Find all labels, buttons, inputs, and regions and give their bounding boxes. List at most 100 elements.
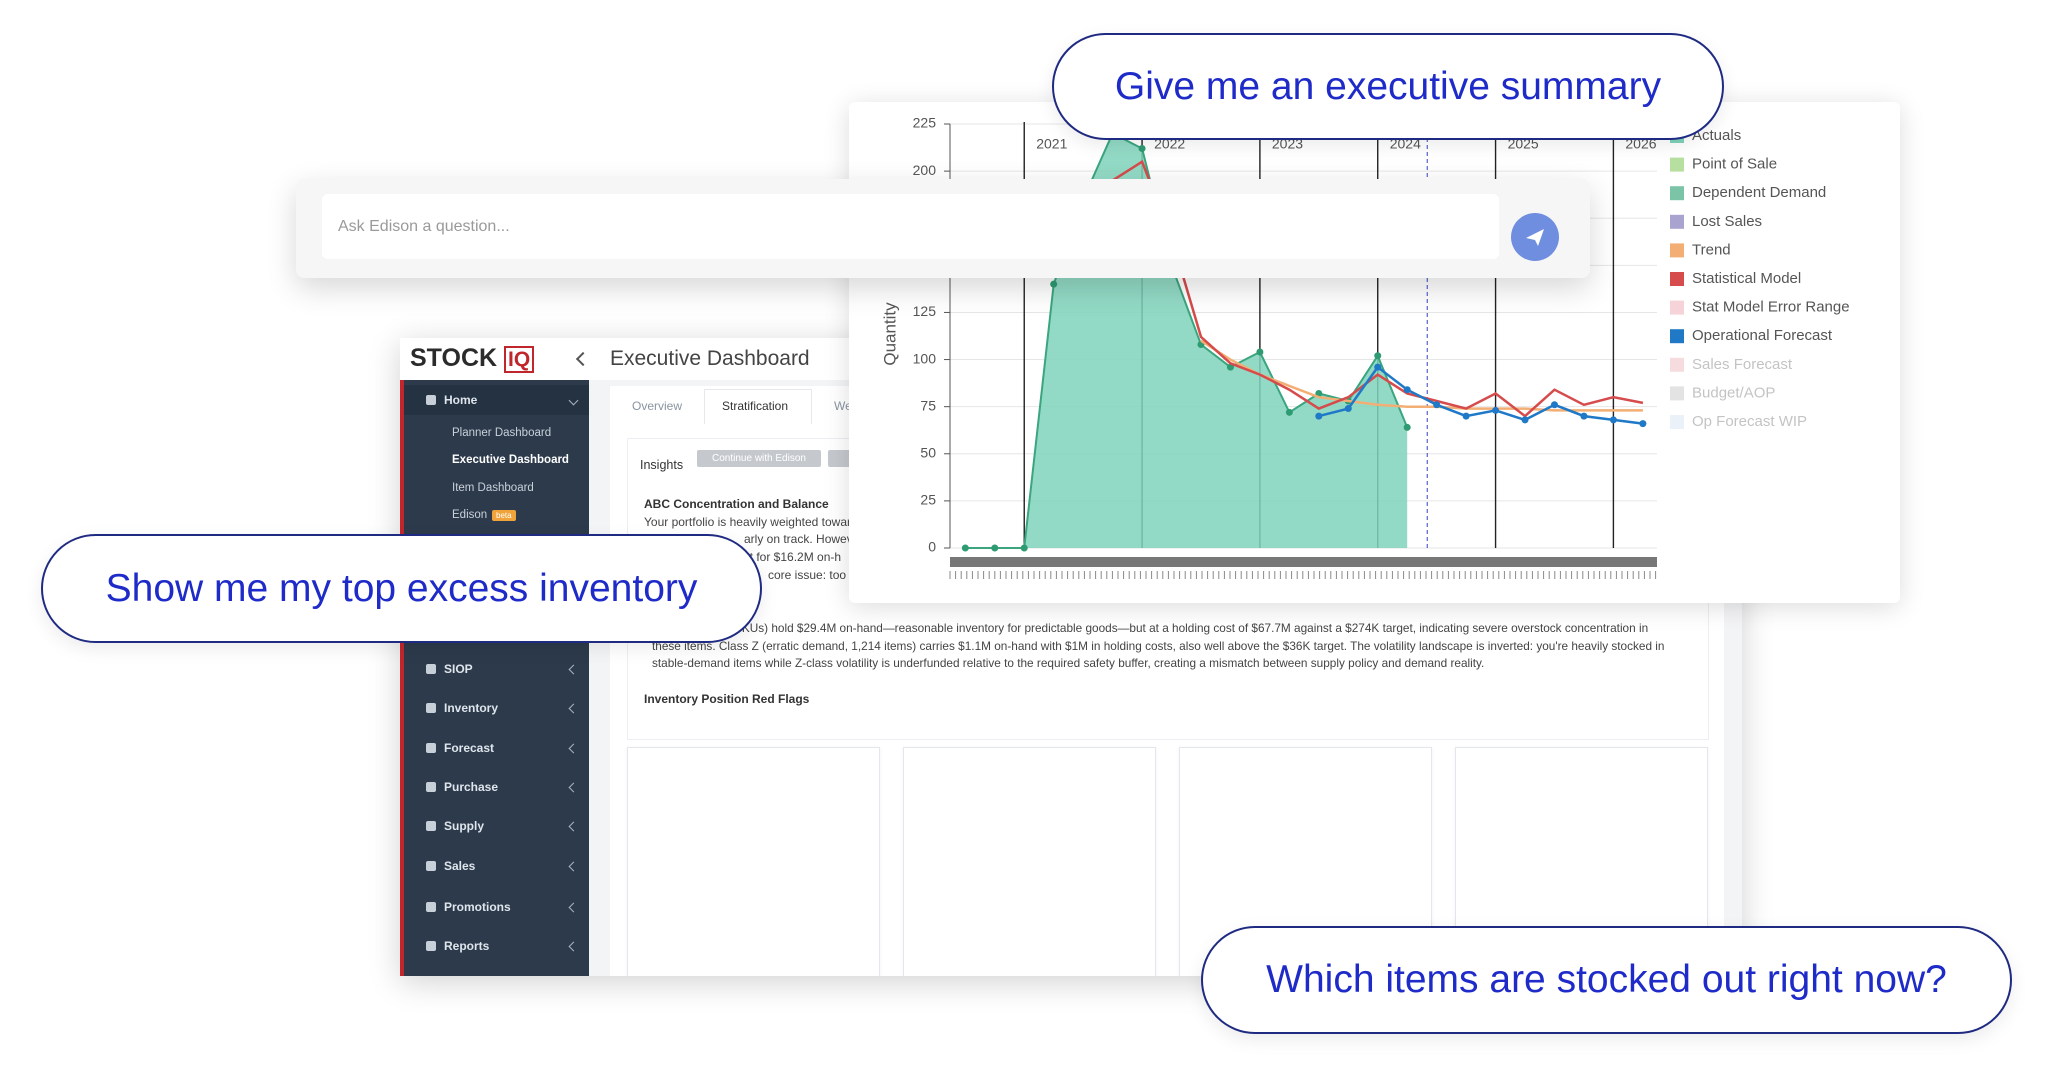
nav-chevron	[568, 782, 579, 793]
point	[1609, 416, 1617, 424]
legend-label: Budget/AOP	[1692, 384, 1775, 401]
point	[1492, 406, 1500, 414]
point	[1521, 416, 1529, 424]
tab[interactable]: We	[834, 399, 852, 413]
forecast-chart: 0255075100125150175200225Quantity2021202…	[880, 115, 1850, 579]
insight-heading: ABC Concentration and Balance	[644, 497, 829, 511]
point	[1315, 412, 1323, 420]
y-tick-label: 25	[920, 492, 936, 508]
point	[1374, 352, 1382, 360]
beta-badge: beta	[492, 510, 516, 521]
point	[1550, 401, 1558, 409]
legend-swatch	[1670, 386, 1684, 401]
ask-bar: Ask Edison a question...	[296, 179, 1590, 278]
point	[1403, 386, 1411, 394]
x-tick-label: 2021	[1036, 136, 1067, 152]
point	[1226, 363, 1234, 371]
submenu-item[interactable]: Executive Dashboard	[452, 454, 569, 466]
nav-label: Inventory	[444, 701, 499, 715]
tab[interactable]: Stratification	[722, 399, 789, 413]
y-tick-label: 75	[920, 397, 936, 413]
ask-input[interactable]: Ask Edison a question...	[322, 194, 1499, 259]
nav-label: SIOP	[444, 662, 473, 676]
nav-item[interactable]: Home	[404, 385, 589, 415]
submenu-item[interactable]: Edison	[452, 509, 488, 521]
nav-label: Purchase	[444, 780, 499, 794]
legend-swatch	[1670, 415, 1684, 429]
nav-icon	[426, 941, 436, 951]
nav-item[interactable]: Purchase	[404, 772, 589, 802]
legend-label: Point of Sale	[1692, 156, 1777, 173]
y-tick-label: 225	[913, 115, 937, 131]
legend-swatch	[1670, 186, 1684, 201]
nav-label: Supply	[444, 819, 485, 833]
insight-text: Your portfolio is heavily weighted towar	[644, 515, 852, 529]
nav-chevron	[568, 664, 579, 675]
nav-item[interactable]: Forecast	[404, 733, 589, 763]
prompt-bubble[interactable]: Which items are stocked out right now?	[1201, 926, 2012, 1034]
page-title: Executive Dashboard	[610, 347, 810, 370]
plane	[1526, 229, 1544, 246]
submenu-item[interactable]: Item Dashboard	[452, 482, 534, 494]
y-tick-label: 125	[913, 303, 937, 319]
legend-swatch	[1670, 300, 1684, 315]
legend-label: Op Forecast WIP	[1692, 413, 1807, 430]
nav-chevron	[568, 395, 579, 406]
nav-item[interactable]: Promotions	[404, 892, 589, 922]
point	[1374, 363, 1382, 371]
nav-chevron	[568, 861, 579, 872]
point	[1433, 401, 1441, 409]
insight-text: nt for $16.2M on-h	[743, 550, 842, 564]
nav-label: Forecast	[444, 741, 495, 755]
logo-text: STOCK	[410, 344, 498, 372]
legend-label: Dependent Demand	[1692, 184, 1826, 201]
point	[1462, 412, 1470, 420]
point	[1580, 412, 1588, 420]
back-button[interactable]	[575, 351, 591, 367]
point	[1285, 408, 1293, 416]
nav-item[interactable]: Sales	[404, 851, 589, 881]
nav-label: Home	[444, 393, 478, 407]
legend-label: Trend	[1692, 241, 1731, 258]
prompt-bubble[interactable]: Give me an executive summary	[1052, 33, 1724, 140]
point	[1403, 423, 1411, 431]
nav-icon	[426, 902, 436, 912]
nav-item[interactable]: SIOP	[404, 654, 589, 684]
legend-label: Lost Sales	[1692, 213, 1762, 230]
nav-item[interactable]: Reports	[404, 931, 589, 961]
logo-mark: IQ	[504, 346, 535, 373]
point	[961, 544, 969, 552]
nav-chevron	[568, 941, 579, 952]
y-axis-label: Quantity	[880, 302, 899, 366]
forecast-card: 0255075100125150175200225Quantity2021202…	[849, 102, 1900, 603]
insight-paragraph: demand, 1,004 SKUs) hold $29.4M on-hand—…	[652, 621, 1665, 670]
sidebar: Home Planner Dashboard Executive Dashboard…	[400, 380, 589, 976]
legend-swatch	[1670, 157, 1684, 172]
nav-icon	[426, 821, 436, 831]
submenu-item[interactable]: Planner Dashboard	[452, 427, 552, 439]
nav-icon	[426, 743, 436, 753]
nav-label: Reports	[444, 939, 490, 953]
legend-swatch	[1670, 272, 1684, 286]
y-tick-label: 50	[920, 444, 936, 460]
nav-chevron	[568, 703, 579, 714]
line	[1318, 365, 1644, 425]
legend-label: Statistical Model	[1692, 270, 1801, 287]
nav-icon	[426, 664, 436, 674]
active-tab-bg	[704, 389, 812, 424]
send-button[interactable]	[1511, 213, 1559, 261]
continue-button[interactable]: Continue with Edison	[697, 450, 821, 467]
prompt-bubble[interactable]: Show me my top excess inventory	[41, 534, 762, 643]
legend-label: Operational Forecast	[1692, 327, 1833, 344]
legend-swatch	[1670, 329, 1684, 344]
nav-chevron	[568, 821, 579, 832]
nav-label: Promotions	[444, 900, 511, 914]
insight-text: arly on track. However	[744, 532, 864, 546]
legend-label: Stat Model Error Range	[1692, 299, 1850, 316]
nav-item[interactable]: Inventory	[404, 693, 589, 723]
nav-item[interactable]: Supply	[404, 811, 589, 841]
legend-swatch	[1670, 243, 1684, 258]
donut-card: ABC1019232270564197218ABCDNX	[627, 747, 880, 976]
tab[interactable]: Overview	[632, 399, 683, 413]
